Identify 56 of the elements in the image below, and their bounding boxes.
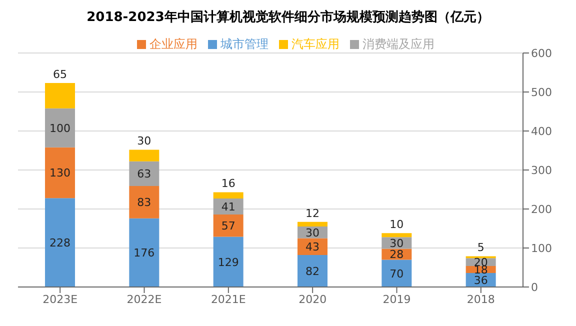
legend-label: 企业应用 — [150, 37, 198, 51]
data-label: 83 — [137, 196, 152, 210]
data-label: 30 — [137, 134, 152, 148]
bar — [129, 218, 160, 287]
data-label: 65 — [53, 68, 67, 82]
data-label: 30 — [390, 236, 404, 250]
data-label: 130 — [50, 166, 70, 180]
data-label: 10 — [390, 218, 404, 232]
x-tick-label: 2018 — [466, 292, 495, 306]
data-label: 228 — [50, 236, 70, 250]
bar — [45, 147, 75, 198]
data-label: 82 — [306, 264, 320, 278]
data-label: 100 — [50, 122, 70, 135]
data-label: 63 — [137, 168, 152, 181]
y-tick-label: 400 — [531, 124, 552, 138]
chart-title: 2018-2023年中国计算机视觉软件细分市场规模预测趋势图（亿元） — [86, 8, 490, 26]
bar — [129, 186, 160, 218]
bar — [45, 108, 75, 148]
y-tick-label: 500 — [531, 86, 552, 99]
bar — [298, 222, 328, 227]
data-label: 57 — [221, 219, 236, 232]
data-label: 176 — [134, 246, 155, 260]
bar — [382, 260, 412, 287]
bar — [45, 83, 75, 108]
x-tick-label: 2021E — [210, 292, 246, 306]
bar — [129, 161, 160, 186]
y-tick-label: 300 — [531, 164, 552, 177]
bar — [382, 233, 412, 238]
bar — [213, 214, 244, 237]
legend-label: 消费端及应用 — [362, 37, 434, 51]
y-tick-label: 600 — [531, 46, 552, 60]
data-label: 41 — [221, 200, 236, 214]
x-tick-label: 2019 — [382, 292, 411, 306]
y-tick-label: 100 — [531, 242, 552, 255]
x-tick-label: 2020 — [298, 292, 327, 306]
bar — [213, 198, 244, 214]
data-label: 129 — [218, 256, 239, 269]
data-label: 5 — [477, 241, 484, 254]
legend-label: 汽车应用 — [292, 37, 340, 51]
data-label: 28 — [390, 248, 404, 262]
bar — [213, 236, 244, 287]
data-label: 30 — [306, 226, 320, 240]
x-tick-label: 2023E — [42, 292, 78, 306]
bar — [45, 198, 75, 287]
y-tick-label: 200 — [531, 202, 552, 216]
y-tick-label: 0 — [531, 280, 538, 294]
data-label: 16 — [221, 177, 236, 190]
bar — [129, 150, 160, 162]
legend-label: 城市管理 — [220, 37, 268, 51]
data-label: 43 — [306, 240, 320, 254]
data-label: 12 — [306, 206, 320, 220]
bar — [298, 255, 328, 287]
bar — [213, 192, 244, 198]
x-tick-label: 2022E — [126, 292, 162, 306]
data-label: 70 — [390, 267, 404, 280]
data-label: 36 — [474, 274, 488, 287]
